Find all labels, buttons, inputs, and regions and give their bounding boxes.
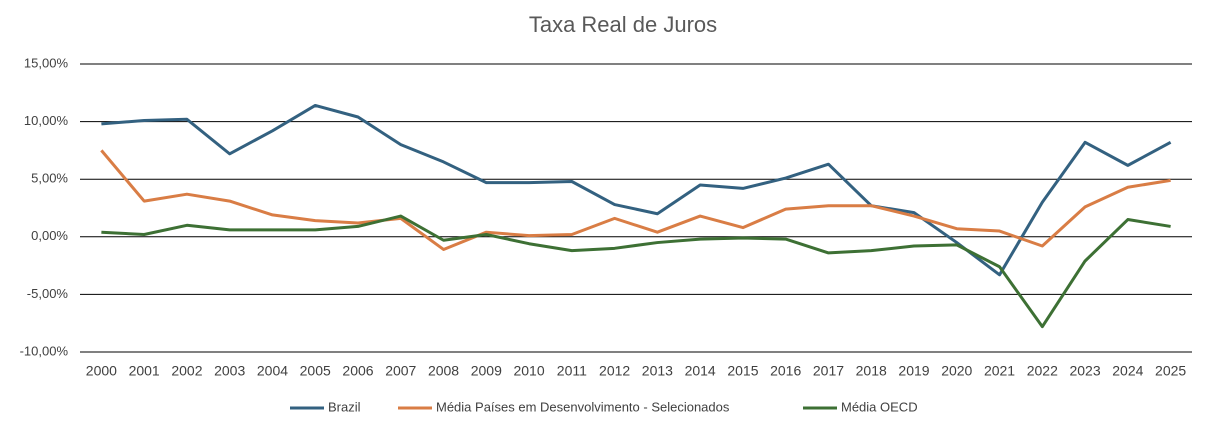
legend-label: Brazil [328,399,361,414]
x-tick-label: 2011 [557,363,587,379]
x-tick-label: 2005 [300,363,331,379]
x-tick-label: 2000 [86,363,117,379]
x-tick-label: 2004 [257,363,288,379]
x-tick-label: 2001 [129,363,160,379]
x-tick-label: 2003 [214,363,245,379]
y-tick-label: -10,00% [20,343,69,358]
x-tick-label: 2007 [385,363,416,379]
x-tick-label: 2009 [471,363,502,379]
x-tick-label: 2016 [770,363,801,379]
x-tick-label: 2021 [984,363,1015,379]
legend-label: Média OECD [841,399,918,414]
y-tick-label: 0,00% [31,228,68,243]
y-tick-label: 5,00% [31,171,68,186]
x-tick-label: 2013 [642,363,673,379]
x-tick-label: 2002 [171,363,202,379]
x-tick-label: 2017 [813,363,844,379]
x-tick-label: 2025 [1155,363,1186,379]
x-tick-label: 2006 [342,363,373,379]
series-line [101,103,1172,277]
x-tick-label: 2008 [428,363,459,379]
x-tick-label: 2019 [898,363,929,379]
x-tick-label: 2018 [856,363,887,379]
x-tick-label: 2024 [1112,363,1143,379]
chart-title: Taxa Real de Juros [529,12,717,37]
x-tick-label: 2022 [1027,363,1058,379]
series-line [100,149,1171,251]
x-tick-label: 2014 [685,363,716,379]
y-tick-label: 10,00% [24,113,69,128]
x-tick-label: 2023 [1069,363,1100,379]
y-tick-label: 15,00% [24,55,69,70]
x-tick-label: 2010 [513,363,544,379]
series-line [101,214,1171,329]
x-tick-label: 2012 [599,363,630,379]
legend-label: Média Países em Desenvolvimento - Seleci… [436,399,730,414]
x-tick-label: 2015 [727,363,758,379]
y-tick-label: -5,00% [27,286,69,301]
x-tick-label: 2020 [941,363,972,379]
